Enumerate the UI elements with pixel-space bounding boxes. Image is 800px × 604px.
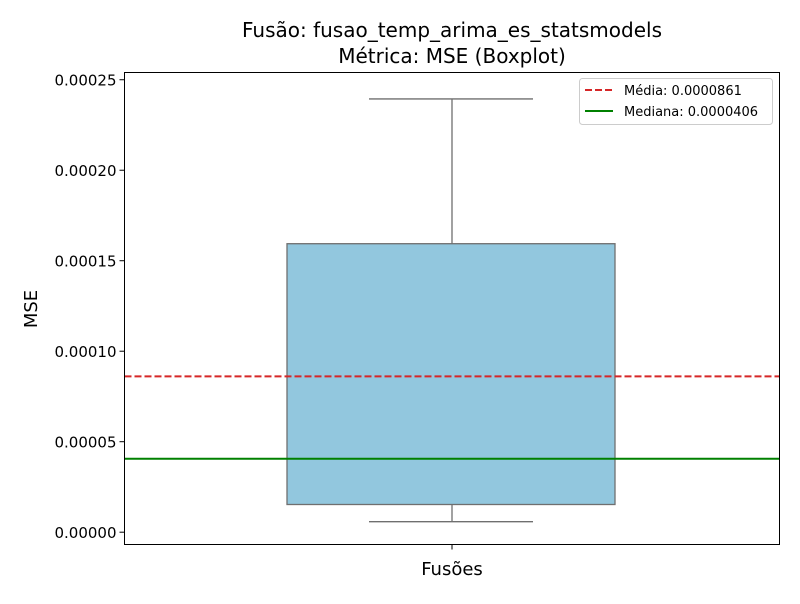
plot-marks (124, 98, 780, 523)
legend: Média: 0.0000861 Mediana: 0.0000406 (579, 78, 773, 125)
legend-mean-label: Média: 0.0000861 (624, 84, 742, 99)
y-axis-ticks: 0.00000 0.00005 0.00010 0.00015 0.00020 0.000… (54, 72, 125, 542)
legend-median-label: Mediana: 0.0000406 (624, 105, 758, 120)
legend-box (579, 78, 773, 125)
plot-frame (124, 72, 780, 545)
chart-subtitle: Métrica: MSE (Boxplot) (338, 44, 566, 68)
y-tick-label: 0.00025 (54, 72, 116, 90)
y-tick-label: 0.00015 (54, 253, 116, 271)
chart-title: Fusão: fusao_temp_arima_es_statsmodels (242, 18, 662, 42)
x-axis-label: Fusões (421, 559, 483, 580)
y-tick-label: 0.00020 (54, 162, 116, 180)
y-tick-label: 0.00005 (54, 434, 116, 452)
box-iqr (286, 243, 616, 506)
y-axis-label: MSE (21, 290, 42, 328)
y-tick-label: 0.00010 (54, 343, 116, 361)
y-tick-label: 0.00000 (54, 524, 116, 542)
